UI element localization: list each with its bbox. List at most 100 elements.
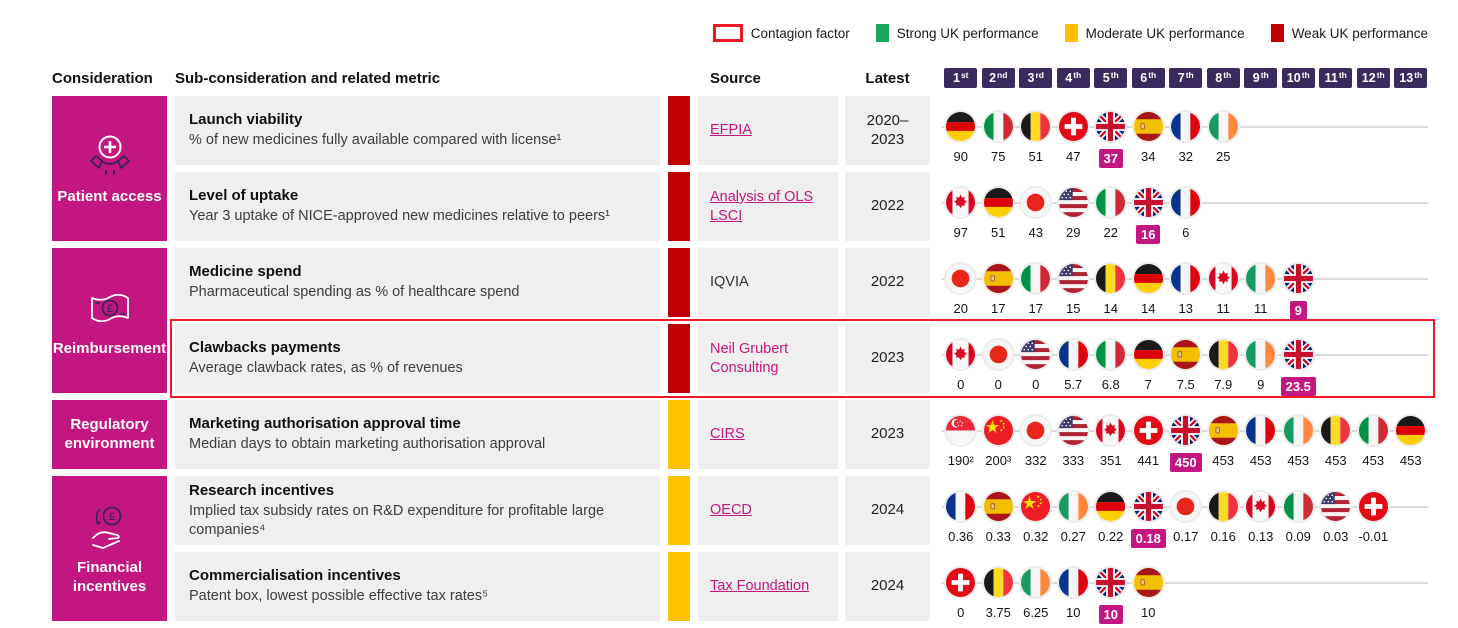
source-cell: CIRS bbox=[698, 400, 838, 469]
flag-slot: 47 bbox=[1055, 110, 1093, 168]
rank-number: 4 bbox=[1065, 71, 1073, 85]
flag-slot: 453 bbox=[1392, 414, 1430, 472]
sub-consideration-cell: Level of uptake Year 3 uptake of NICE-app… bbox=[175, 172, 660, 241]
flag-slot: 333 bbox=[1055, 414, 1093, 472]
metric-value: 0 bbox=[994, 377, 1002, 392]
uk-value-badge: 10 bbox=[1098, 605, 1123, 624]
metric-title: Level of uptake bbox=[189, 187, 299, 205]
metric-value: 25 bbox=[1216, 149, 1231, 164]
flag-japan-icon bbox=[1169, 490, 1203, 523]
country-ranking-cell: 97 51 43 29 22 16 6 bbox=[942, 172, 1430, 244]
metric-value: 0.33 bbox=[985, 529, 1011, 544]
source-link[interactable]: OECD bbox=[710, 502, 752, 519]
metric-value: 0.03 bbox=[1323, 529, 1349, 544]
metric-value: 453 bbox=[1324, 453, 1347, 468]
flag-belgium-icon bbox=[1019, 110, 1053, 143]
legend-item: Moderate UK performance bbox=[1064, 24, 1245, 42]
flag-japan-icon bbox=[1019, 186, 1053, 219]
metric-value: 22 bbox=[1103, 225, 1118, 240]
flag-italy-icon bbox=[1094, 186, 1128, 219]
flag-uk-icon bbox=[1281, 262, 1315, 295]
rank-number: 13 bbox=[1399, 71, 1414, 85]
metric-value: 0 bbox=[1032, 377, 1040, 392]
latest-cell: 2024 bbox=[845, 552, 930, 621]
flag-italy-icon bbox=[981, 110, 1015, 143]
metric-value: 7 bbox=[1144, 377, 1152, 392]
rank-suffix: th bbox=[1073, 70, 1082, 80]
flag-slot: 0.09 bbox=[1280, 490, 1318, 548]
metric-value: 11 bbox=[1216, 301, 1231, 316]
metric-value: -0.01 bbox=[1358, 529, 1389, 544]
rank-number: 3 bbox=[1027, 71, 1035, 85]
metric-value: 0.27 bbox=[1060, 529, 1086, 544]
flag-uk-icon bbox=[1281, 338, 1315, 371]
metric-value: 453 bbox=[1362, 453, 1385, 468]
source-link[interactable]: CIRS bbox=[710, 426, 745, 443]
legend: Contagion factor Strong UK performance Mod… bbox=[712, 24, 1428, 42]
metric-value: 7.9 bbox=[1214, 377, 1233, 392]
table-row: Commercialisation incentives Patent box, … bbox=[175, 552, 1430, 624]
rank-number: 5 bbox=[1102, 71, 1110, 85]
metric-value: 333 bbox=[1062, 453, 1085, 468]
flag-slot: 9 bbox=[1280, 262, 1318, 320]
source-cell: Tax Foundation bbox=[698, 552, 838, 621]
rank-number: 6 bbox=[1140, 71, 1148, 85]
legend-item: Strong UK performance bbox=[875, 24, 1039, 42]
uk-value-badge: 23.5 bbox=[1280, 377, 1316, 396]
metric-value: 11 bbox=[1254, 301, 1268, 316]
rank-number: 10 bbox=[1286, 71, 1301, 85]
flag-uk-icon bbox=[1094, 110, 1128, 143]
flag-slot: 25 bbox=[1205, 110, 1243, 168]
metric-value: 0 bbox=[957, 605, 965, 620]
country-ranking-cell: 90 75 51 47 37 34 32 25 bbox=[942, 96, 1430, 168]
flag-france-icon bbox=[1169, 186, 1203, 219]
flag-spain-icon bbox=[1131, 110, 1165, 143]
flag-slot: 0.16 bbox=[1205, 490, 1243, 548]
banknote-icon: £ bbox=[84, 282, 136, 334]
table-row: Medicine spend Pharmaceutical spending as… bbox=[175, 248, 1430, 320]
metric-value: 47 bbox=[1066, 149, 1081, 164]
country-ranking-cell: 190² 200³ 332 333 351 441 450 453 453 453 453 453 45… bbox=[942, 400, 1430, 472]
metric-rows-column: Launch viability % of new medicines fully… bbox=[170, 96, 1435, 624]
source-link[interactable]: Analysis of OLS LSCI bbox=[710, 188, 814, 224]
flag-italy-icon bbox=[1094, 338, 1128, 371]
metric-value: 43 bbox=[1028, 225, 1043, 240]
consideration-label: Regulatory environment bbox=[64, 415, 155, 452]
uk-value-badge: 37 bbox=[1098, 149, 1123, 168]
flag-slot: 16 bbox=[1130, 186, 1168, 244]
performance-indicator-weak bbox=[668, 248, 690, 317]
flag-slot: 20 bbox=[942, 262, 980, 320]
flag-slot: 453 bbox=[1242, 414, 1280, 472]
source-link[interactable]: Tax Foundation bbox=[710, 578, 810, 595]
flag-slot: 10 bbox=[1055, 566, 1093, 624]
consideration-regulatory-environment: Regulatory environment bbox=[52, 400, 167, 469]
flag-spain-icon bbox=[1131, 566, 1165, 599]
metric-description: % of new medicines fully available compa… bbox=[189, 132, 562, 149]
flags-row: 90 75 51 47 37 34 32 25 bbox=[942, 110, 1242, 168]
performance-indicator-moderate bbox=[668, 552, 690, 621]
flag-france-icon bbox=[1169, 110, 1203, 143]
flag-slot: 450 bbox=[1167, 414, 1205, 472]
flag-italy-icon bbox=[1281, 490, 1315, 523]
metric-title: Clawbacks payments bbox=[189, 339, 341, 357]
source-link[interactable]: EFPIA bbox=[710, 122, 752, 139]
flag-slot: 3.75 bbox=[980, 566, 1018, 624]
flag-uk-icon bbox=[1094, 566, 1128, 599]
latest-cell: 2023 bbox=[845, 324, 930, 393]
metric-value: 0.09 bbox=[1285, 529, 1311, 544]
rank-suffix: nd bbox=[997, 70, 1008, 80]
metric-value: 3.75 bbox=[985, 605, 1011, 620]
rank-suffix: th bbox=[1338, 70, 1347, 80]
rank-suffix: th bbox=[1223, 70, 1232, 80]
flag-germany-icon bbox=[981, 186, 1015, 219]
